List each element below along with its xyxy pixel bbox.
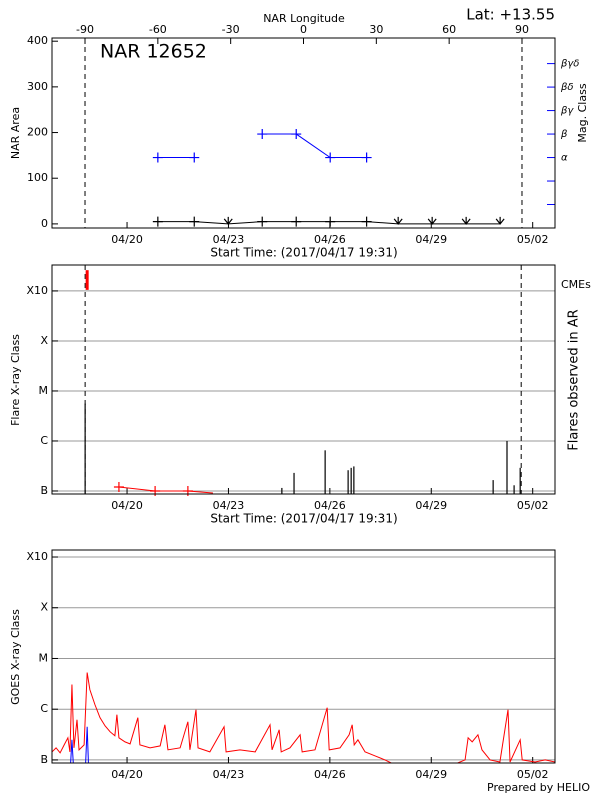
x-label: Start Time: (2017/04/17 19:31) [210,246,397,260]
y-tick-label: 200 [27,126,48,139]
x-tick-label: 04/20 [111,233,143,246]
x-label: Start Time: (2017/04/17 19:31) [210,512,397,526]
x-tick-label: 04/23 [213,768,245,781]
x2-tick-label: 90 [515,23,529,36]
y-label: NAR Area [9,107,22,159]
y-tick-label: X10 [26,550,48,563]
series-line [118,486,213,494]
point-marker [189,152,200,163]
x2-tick-label: -60 [149,23,167,36]
x-tick-label: 04/29 [415,233,447,246]
x2-tick-label: -90 [76,23,94,36]
y-tick-label: 300 [27,80,48,93]
series-line [52,672,555,763]
y-tick-label: X [40,334,48,347]
plot-frame [51,549,556,764]
x-tick-label: 05/02 [517,499,549,512]
point-marker [291,216,302,227]
subpanel-title: Lat: +13.55 [466,6,555,24]
footer: Prepared by HELIO [487,781,590,794]
y2-label: Mag. Class [576,83,589,142]
plot-frame [51,37,556,229]
x-tick-label: 04/29 [415,499,447,512]
legend-label: CMEs [561,278,591,291]
y-tick-label: 0 [41,217,48,230]
point-marker [361,152,372,163]
point-marker [291,129,302,140]
y2-tick-label: βγ [560,106,574,117]
point-marker [257,129,268,140]
y-tick-label: C [40,702,48,715]
y-tick-label: C [40,434,48,447]
x-tick-label: 04/26 [314,768,346,781]
x-tick-label: 04/23 [213,499,245,512]
x-tick-label: 04/20 [111,499,143,512]
point-marker [325,216,336,227]
y-tick-label: 100 [27,171,48,184]
point-marker [189,216,200,227]
point-marker [393,216,403,225]
point-marker [257,216,268,227]
point-marker [427,216,437,225]
x-tick-label: 05/02 [517,768,549,781]
x-tick-label: 04/26 [314,499,346,512]
x2-tick-label: 60 [442,23,456,36]
point-marker [152,152,163,163]
y2-tick-label: α [561,153,568,164]
x2-tick-label: -30 [222,23,240,36]
point-marker [152,216,163,227]
x2-tick-label: 30 [369,23,383,36]
point-marker [223,216,233,225]
series-line [157,133,367,159]
y2-tick-label: βδ [560,82,574,93]
y-tick-label: B [40,484,48,497]
y-label: Flare X-ray Class [9,334,22,426]
y-tick-label: M [39,651,49,664]
x2-tick-label: 0 [300,23,307,36]
y-tick-label: X10 [26,284,48,297]
x-tick-label: 04/20 [111,768,143,781]
x-tick-label: 04/29 [415,768,447,781]
x-tick-label: 04/26 [314,233,346,246]
x-tick-label: 05/02 [517,233,549,246]
point-marker [361,216,372,227]
y-label: GOES X-ray Class [9,609,22,705]
x2-label: NAR Longitude [263,12,345,25]
y2-tick-label: β [560,129,568,140]
y-tick-label: M [39,384,49,397]
panel-title: NAR 12652 [100,41,207,63]
y2-tick-label: βγδ [560,59,579,70]
x-tick-label: 04/23 [213,233,245,246]
y-tick-label: X [40,601,48,614]
y-tick-label: B [40,753,48,766]
y2-label: Flares observed in AR [567,309,582,450]
y-tick-label: 400 [27,34,48,47]
plot-frame [51,264,556,495]
point-marker [461,216,471,225]
point-marker [113,482,124,493]
point-marker [325,152,336,163]
point-marker [495,216,505,225]
